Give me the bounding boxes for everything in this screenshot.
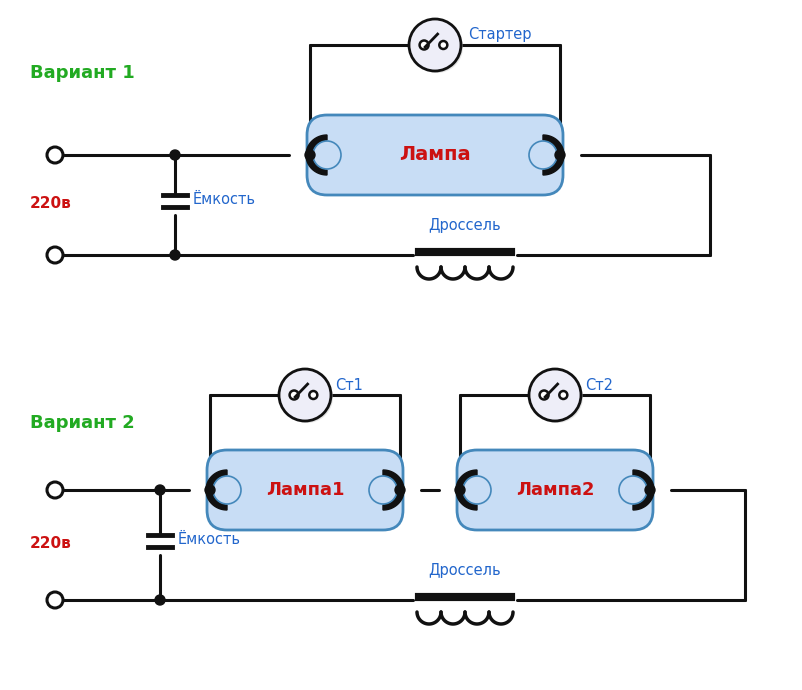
Text: Ст2: Ст2 <box>585 377 612 393</box>
Circle shape <box>369 476 396 504</box>
Circle shape <box>47 247 63 263</box>
Circle shape <box>411 21 463 73</box>
Circle shape <box>559 391 567 399</box>
Circle shape <box>463 476 490 504</box>
Circle shape <box>47 592 63 608</box>
Polygon shape <box>306 135 326 175</box>
Circle shape <box>439 41 447 49</box>
Circle shape <box>455 485 464 495</box>
Circle shape <box>290 391 298 400</box>
Polygon shape <box>206 470 227 510</box>
Circle shape <box>213 476 241 504</box>
Circle shape <box>529 369 581 421</box>
Polygon shape <box>456 470 476 510</box>
Circle shape <box>170 250 180 260</box>
Circle shape <box>408 19 460 71</box>
Text: Дроссель: Дроссель <box>428 563 500 578</box>
Polygon shape <box>632 470 653 510</box>
Circle shape <box>278 369 330 421</box>
Circle shape <box>618 476 646 504</box>
Circle shape <box>305 150 314 160</box>
Circle shape <box>539 391 548 400</box>
Circle shape <box>530 371 582 423</box>
Text: Вариант 1: Вариант 1 <box>30 64 135 82</box>
Text: Ст1: Ст1 <box>334 377 363 393</box>
Circle shape <box>155 595 164 605</box>
Text: Ёмкость: Ёмкость <box>192 193 256 208</box>
Text: Вариант 2: Вариант 2 <box>30 414 135 432</box>
FancyBboxPatch shape <box>207 450 403 530</box>
Text: Ёмкость: Ёмкость <box>178 533 241 547</box>
Circle shape <box>281 371 333 423</box>
FancyBboxPatch shape <box>456 450 652 530</box>
Text: Лампа1: Лампа1 <box>265 481 344 499</box>
Circle shape <box>529 141 557 169</box>
Circle shape <box>313 141 341 169</box>
Circle shape <box>644 485 654 495</box>
Polygon shape <box>383 470 403 510</box>
Text: Стартер: Стартер <box>468 28 531 43</box>
Circle shape <box>395 485 404 495</box>
Text: Дроссель: Дроссель <box>428 218 500 233</box>
Polygon shape <box>542 135 563 175</box>
Text: Лампа: Лампа <box>399 146 470 164</box>
Circle shape <box>309 391 317 399</box>
Circle shape <box>554 150 565 160</box>
Text: Лампа2: Лампа2 <box>515 481 593 499</box>
Circle shape <box>205 485 215 495</box>
Circle shape <box>419 41 428 50</box>
Circle shape <box>47 482 63 498</box>
Text: 220в: 220в <box>30 535 71 551</box>
FancyBboxPatch shape <box>306 115 562 195</box>
Circle shape <box>155 485 164 495</box>
Circle shape <box>47 147 63 163</box>
Text: 220в: 220в <box>30 195 71 210</box>
Circle shape <box>170 150 180 160</box>
